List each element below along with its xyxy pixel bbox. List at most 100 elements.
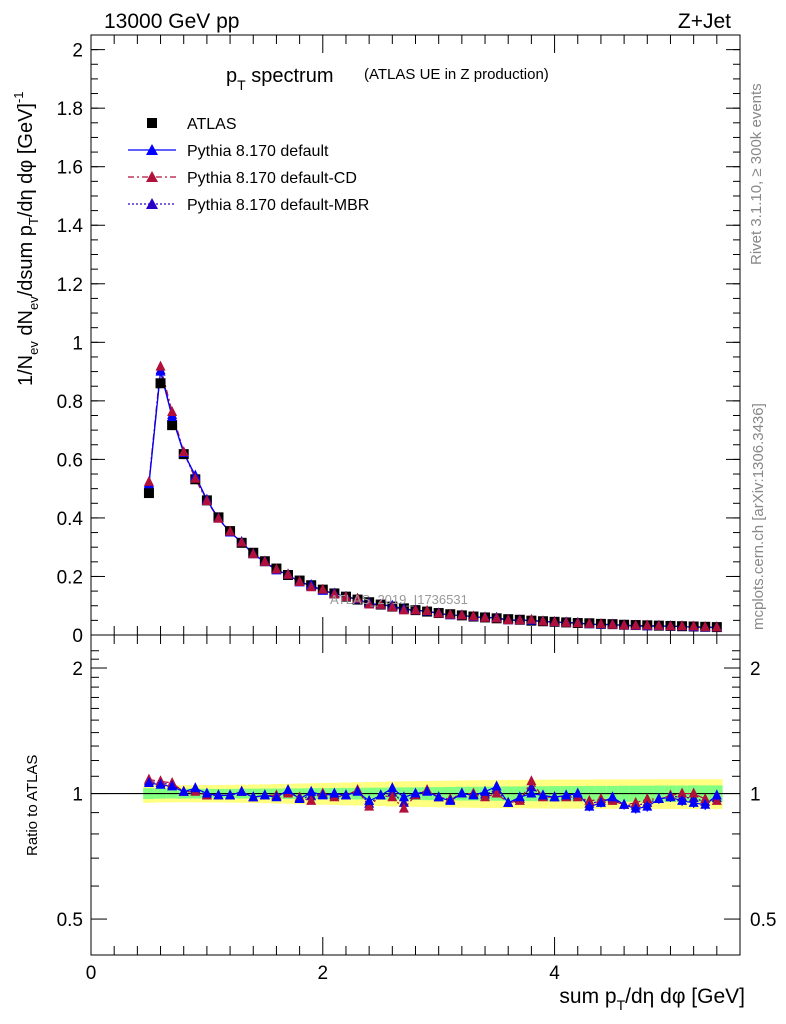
main-mc-point — [480, 611, 491, 622]
ratio-mc-point — [584, 800, 595, 811]
legend-label-mbr: Pythia 8.170 default-MBR — [187, 197, 369, 214]
ratio-ytick-label-right: 1 — [750, 785, 761, 806]
main-mc-point — [190, 472, 201, 483]
main-mc-point — [642, 619, 653, 630]
title-word: spectrum — [251, 65, 333, 87]
main-mc-point — [259, 555, 270, 566]
main-data-point — [155, 378, 166, 389]
main-ylabel: 1/Nev dNev/dsum pT/dη dφ [GeV]-1 — [11, 91, 41, 386]
ratio-mc-point — [167, 780, 178, 791]
ratio-mc-point — [700, 798, 711, 809]
ratio-mc-point — [665, 791, 676, 802]
ratio-mc-point — [572, 787, 583, 798]
ratio-mc-point — [480, 791, 491, 802]
ratio-mc-point — [503, 796, 514, 807]
ratio-mc-point — [283, 783, 294, 794]
main-mc-point — [526, 613, 537, 624]
legend-marker-cd — [146, 171, 158, 182]
main-panel: 0 0.2 0.4 0.6 0.8 1 1.2 1.4 1.6 1.8 2 — [57, 34, 741, 647]
ratio-mc-point — [514, 791, 525, 802]
ratio-mc-point — [364, 794, 375, 805]
ratio-ytick-label: 0.5 — [57, 910, 83, 931]
main-mc-point — [607, 618, 618, 629]
ratio-mc-point — [491, 787, 502, 798]
legend-marker-default — [146, 144, 158, 155]
ratio-mc-point — [387, 782, 398, 793]
legend-label-default: Pythia 8.170 default — [187, 143, 329, 160]
ratio-mc-point — [595, 796, 606, 807]
ratio-mc-point — [155, 778, 166, 789]
legend-marker-mbr — [146, 198, 158, 209]
header-right: Z+Jet — [678, 10, 731, 33]
ratio-xtick-label: 0 — [86, 963, 97, 984]
ratio-mc-point — [398, 796, 409, 807]
ratio-mc-point — [143, 776, 154, 787]
main-mc-point — [491, 612, 502, 623]
main-mc-point — [236, 536, 247, 547]
main-series-line — [148, 366, 717, 629]
ratio-mc-point — [190, 782, 201, 793]
ratio-mc-point — [491, 780, 502, 791]
main-mc-point — [514, 614, 525, 625]
ratio-mc-point — [480, 785, 491, 796]
main-data-point — [143, 488, 154, 499]
ratio-mc-point — [225, 789, 236, 800]
main-mc-point — [167, 405, 178, 416]
main-mc-point — [572, 617, 583, 628]
legend-label-cd: Pythia 8.170 default-CD — [187, 170, 357, 187]
main-mc-point — [271, 563, 282, 574]
main-mc-point — [248, 548, 259, 559]
main-mc-point — [456, 609, 467, 620]
main-mc-point — [711, 621, 722, 632]
ratio-mc-point — [259, 789, 270, 800]
main-ytick-label: 0.4 — [57, 509, 84, 530]
main-series-line — [148, 371, 717, 629]
watermark: ATLAS_2019_I1736531 — [330, 592, 468, 607]
main-mc-point — [665, 620, 676, 631]
main-mc-point — [433, 607, 444, 618]
main-mc-point — [213, 512, 224, 523]
ratio-mc-point — [456, 787, 467, 798]
main-ytick-label: 1 — [72, 333, 83, 354]
ratio-mc-point — [364, 800, 375, 811]
main-mc-point — [329, 588, 340, 599]
main-mc-point — [468, 610, 479, 621]
ratio-ytick-label: 1 — [72, 785, 83, 806]
main-mc-point — [364, 598, 375, 609]
ratio-mc-point — [306, 794, 317, 805]
ratio-mc-point — [653, 793, 664, 804]
main-mc-point — [630, 619, 641, 630]
main-mc-point — [340, 590, 351, 601]
ratio-mc-point — [630, 796, 641, 807]
ratio-xtick-label: 4 — [549, 963, 560, 984]
ratio-mc-point — [248, 791, 259, 802]
ratio-mc-point — [642, 800, 653, 811]
main-ytick-label: 1.4 — [57, 216, 84, 237]
ratio-mc-point — [526, 775, 537, 786]
main-ytick-label: 1.6 — [57, 158, 83, 179]
main-mc-point — [306, 581, 317, 592]
main-ytick-label: 0.8 — [57, 392, 83, 413]
main-mc-point — [225, 525, 236, 536]
main-ytick-label: 0 — [72, 626, 83, 647]
ratio-mc-point — [422, 785, 433, 796]
ratio-mc-point — [549, 791, 560, 802]
main-mc-point — [283, 568, 294, 579]
main-title: pT spectrum (ATLAS UE in Z production) — [226, 65, 549, 93]
ratio-mc-point — [677, 794, 688, 805]
ratio-mc-point — [398, 791, 409, 802]
main-mc-point — [700, 621, 711, 632]
ratio-mc-point — [526, 781, 537, 792]
ratio-mc-point — [468, 789, 479, 800]
ratio-ylabel: Ratio to ATLAS — [24, 755, 41, 856]
ratio-mc-point — [700, 793, 711, 804]
main-mc-point — [584, 617, 595, 628]
main-ytick-label: 2 — [72, 41, 83, 62]
main-data-point — [167, 420, 178, 431]
ratio-mc-point — [410, 787, 421, 798]
ratio-mc-point — [213, 789, 224, 800]
main-mc-point — [677, 620, 688, 631]
rivet-label: Rivet 3.1.10, ≥ 300k events — [748, 83, 765, 265]
ratio-mc-point — [584, 794, 595, 805]
main-mc-point — [178, 446, 189, 457]
